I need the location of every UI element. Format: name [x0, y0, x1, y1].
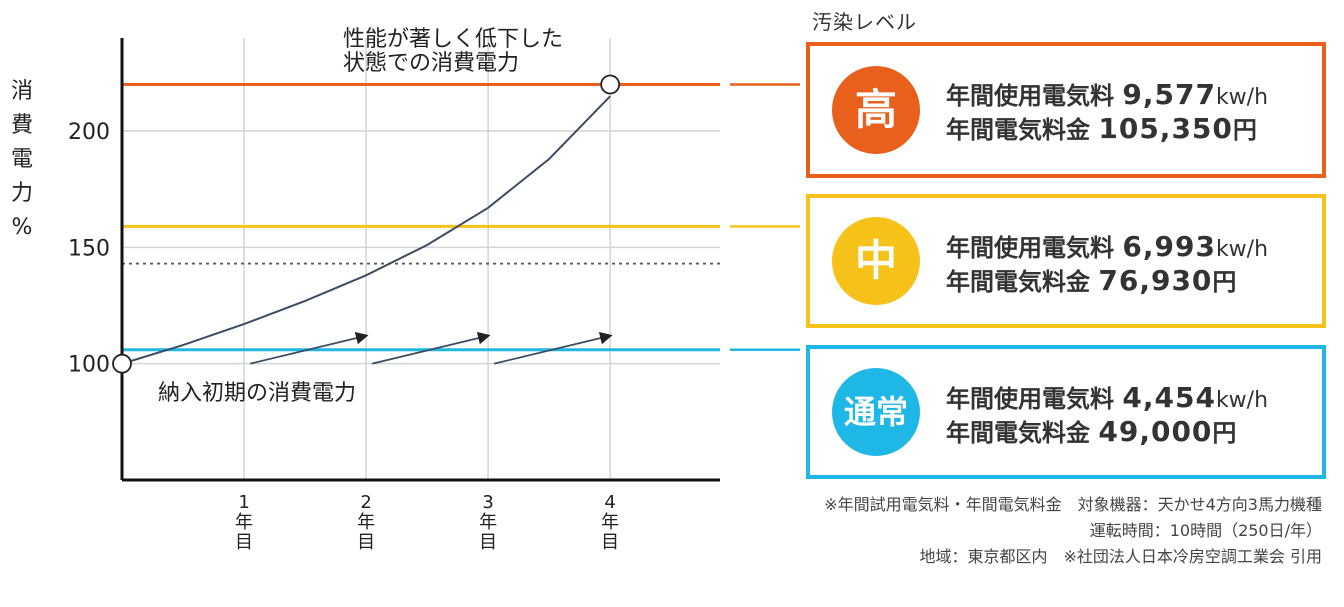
marker-circle: [112, 353, 132, 374]
cost-unit-high: 円: [1232, 116, 1257, 144]
cost-unit-medium: 円: [1212, 268, 1237, 296]
consumption-curve: [121, 95, 611, 365]
x-tick-label: 目: [235, 532, 253, 553]
level-panel-normal: 通常 年間使用電気料 4,454kw/h 年間電気料金 49,000円: [806, 345, 1326, 479]
yearly-arrow: [371, 332, 491, 365]
x-tick-label: 年: [479, 512, 497, 533]
y-tick-label: 200: [68, 120, 110, 145]
cost-line-normal: 年間電気料金 49,000円: [946, 415, 1236, 450]
cost-label-high: 年間電気料金: [946, 116, 1090, 144]
cost-value-high: 105,350: [1098, 112, 1233, 145]
badge-medium: 中: [832, 217, 920, 305]
usage-unit-medium: kw/h: [1215, 237, 1269, 262]
footnote-line: ※年間試用電気料・年間電気料金 対象機器：天かせ4方向3馬力機種: [824, 495, 1322, 514]
x-tick-label: 目: [479, 532, 497, 553]
x-tick-label: 3: [482, 492, 493, 513]
marker-circle: [600, 74, 621, 95]
badge-high: 高: [832, 66, 920, 154]
usage-line-high: 年間使用電気料 9,577kw/h: [946, 78, 1268, 115]
badge-normal: 通常: [832, 368, 920, 456]
cost-line-medium: 年間電気料金 76,930円: [946, 264, 1236, 299]
usage-label-medium: 年間使用電気料: [946, 234, 1114, 262]
y-axis-label: %: [12, 215, 33, 240]
x-tick-label: 2: [360, 492, 371, 513]
level-panel-high: 高 年間使用電気料 9,577kw/h 年間電気料金 105,350円: [806, 42, 1326, 178]
footnotes: ※年間試用電気料・年間電気料金 対象機器：天かせ4方向3馬力機種 運転時間：10…: [824, 492, 1322, 570]
y-axis-label: 電: [11, 147, 33, 172]
usage-unit-high: kw/h: [1215, 85, 1269, 110]
usage-unit-normal: kw/h: [1215, 388, 1269, 413]
x-tick-label: 年: [357, 512, 375, 533]
level-panel-medium: 中 年間使用電気料 6,993kw/h 年間電気料金 76,930円: [806, 194, 1326, 328]
x-tick-label: 4: [604, 492, 615, 513]
annotation-degraded: 性能が著しく低下した: [343, 27, 563, 52]
yearly-arrow: [249, 332, 369, 365]
footnote-line: 地域：東京都区内 ※社団法人日本冷房空調工業会 引用: [919, 547, 1323, 566]
cost-label-normal: 年間電気料金: [946, 419, 1090, 447]
annotation-degraded: 状態での消費電力: [343, 51, 519, 76]
annotation-initial: 納入初期の消費電力: [158, 381, 356, 406]
usage-line-medium: 年間使用電気料 6,993kw/h: [946, 230, 1268, 267]
usage-value-medium: 6,993: [1122, 230, 1216, 263]
usage-label-normal: 年間使用電気料: [946, 385, 1114, 413]
cost-value-medium: 76,930: [1098, 264, 1213, 297]
y-tick-label: 150: [68, 236, 110, 261]
chart: 1001502001年目2年目3年目4年目消費電力%性能が著しく低下した状態での…: [11, 27, 800, 553]
y-axis-label: 消: [11, 79, 33, 104]
cost-unit-normal: 円: [1212, 419, 1237, 447]
x-tick-label: 1: [238, 492, 249, 513]
usage-value-high: 9,577: [1122, 78, 1216, 111]
x-tick-label: 目: [357, 532, 375, 553]
y-axis-label: 力: [11, 181, 33, 206]
usage-label-high: 年間使用電気料: [946, 82, 1114, 110]
cost-line-high: 年間電気料金 105,350円: [946, 112, 1257, 147]
panel-title: 汚染レベル: [812, 10, 917, 34]
usage-value-normal: 4,454: [1122, 381, 1216, 414]
cost-label-medium: 年間電気料金: [946, 268, 1090, 296]
x-tick-label: 目: [601, 532, 619, 553]
x-tick-label: 年: [235, 512, 253, 533]
footnote-line: 運転時間：10時間（250日/年）: [1089, 521, 1322, 540]
y-tick-label: 100: [68, 353, 110, 378]
cost-value-normal: 49,000: [1098, 415, 1213, 448]
x-tick-label: 年: [601, 512, 619, 533]
y-axis-label: 費: [11, 113, 33, 138]
yearly-arrow: [494, 332, 613, 365]
usage-line-normal: 年間使用電気料 4,454kw/h: [946, 381, 1268, 418]
